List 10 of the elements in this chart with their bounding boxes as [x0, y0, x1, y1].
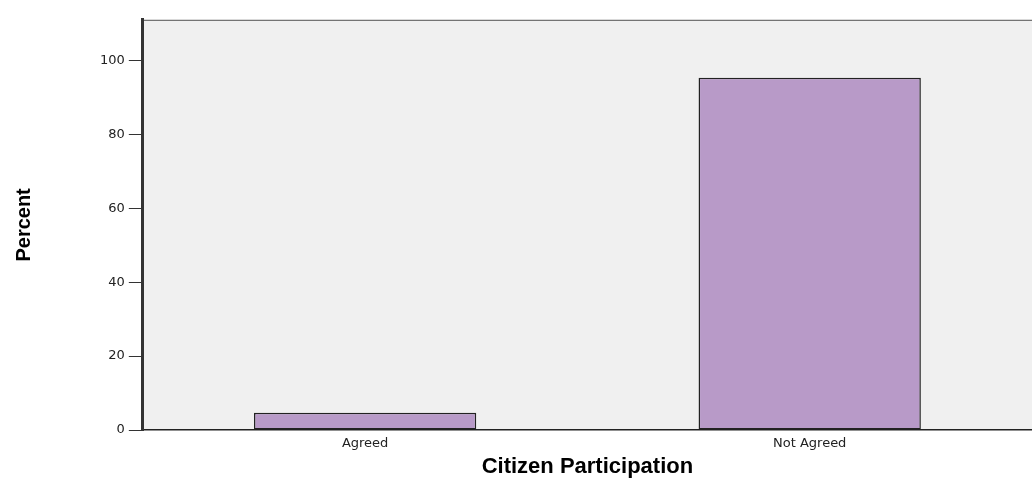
y-tick-label: 40	[108, 273, 125, 289]
y-tick-label: 20	[108, 347, 125, 363]
x-tick-label: Not Agreed	[773, 435, 847, 451]
y-tick-label: 60	[108, 199, 125, 215]
y-tick-label: 80	[108, 125, 125, 141]
y-tick-label: 100	[99, 51, 125, 67]
y-tick-label: 0	[116, 421, 125, 437]
y-axis-title: Percent	[11, 187, 34, 262]
x-tick-label: Agreed	[341, 435, 389, 451]
x-axis-title: Citizen Participation	[481, 452, 694, 478]
